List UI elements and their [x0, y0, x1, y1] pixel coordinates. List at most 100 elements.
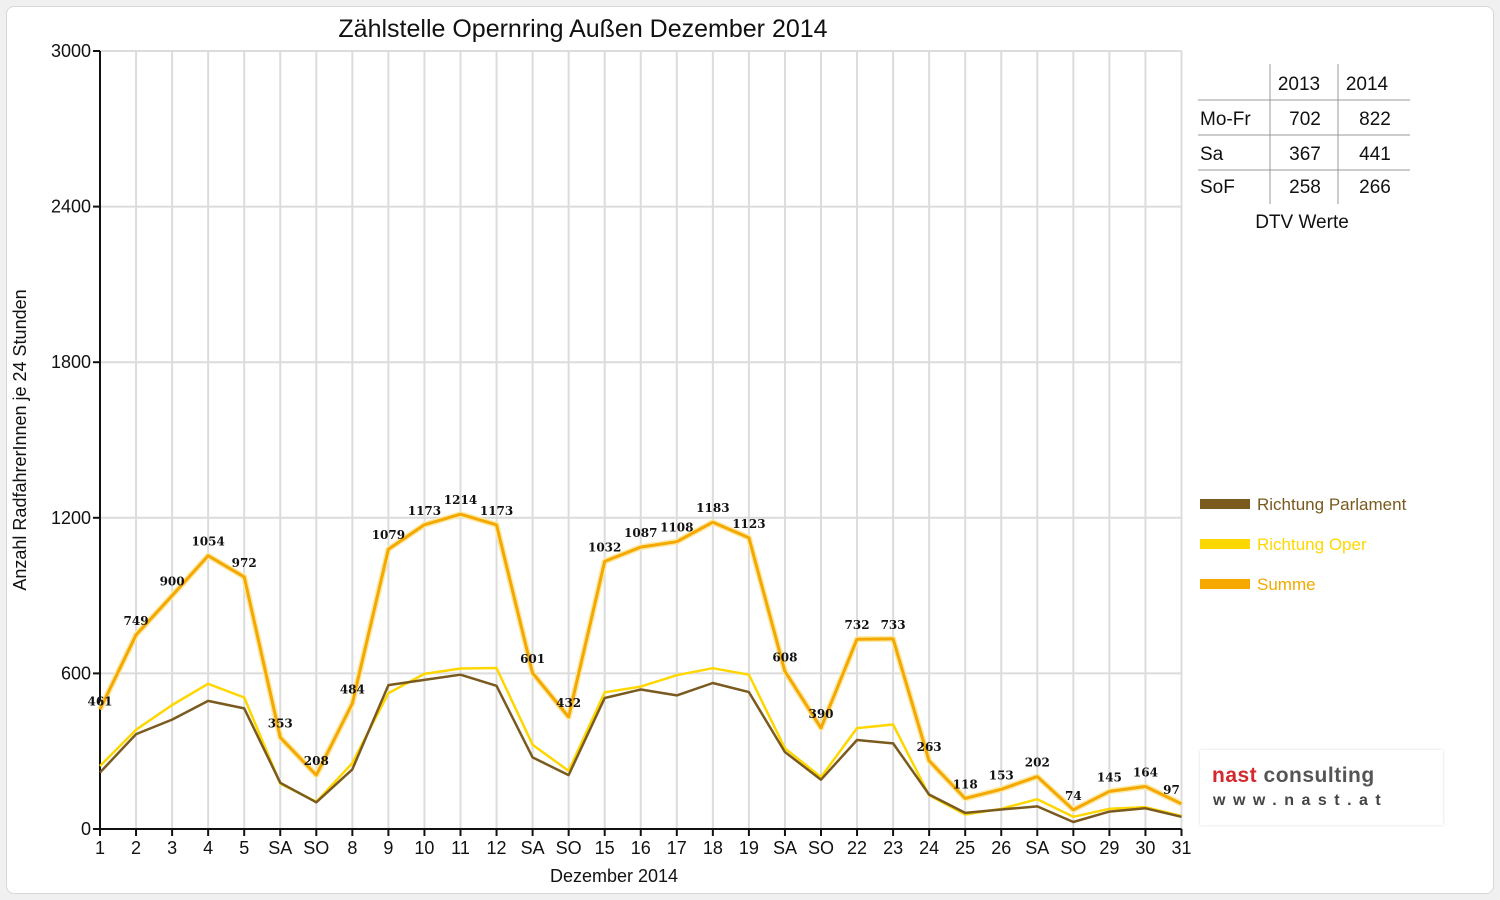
x-tick-label: SO — [808, 838, 834, 858]
x-tick-label: 1 — [95, 838, 105, 858]
x-tick-label: SO — [556, 838, 582, 858]
logo-name-part2: consulting — [1263, 764, 1375, 787]
chart-title: Zählstelle Opernring Außen Dezember 2014 — [338, 15, 827, 43]
data-label: 164 — [1133, 765, 1158, 779]
dtv-row-label: SoF — [1200, 177, 1235, 198]
dtv-table: 2013 2014 Mo-Fr 702 822 Sa 367 441 SoF 2… — [1198, 64, 1410, 233]
x-tick-label: 22 — [847, 838, 867, 858]
data-label: 202 — [1025, 756, 1050, 770]
data-label: 145 — [1097, 770, 1122, 784]
x-tick-label: 17 — [667, 838, 687, 858]
data-label: 1214 — [444, 493, 477, 507]
x-tick-label: 3 — [167, 838, 177, 858]
data-label: 733 — [881, 618, 906, 632]
x-axis-label: Dezember 2014 — [550, 866, 678, 886]
series-line-richtung-parlament — [99, 673, 1182, 824]
legend-label: Richtung Parlament — [1257, 495, 1407, 514]
data-label: 74 — [1065, 789, 1082, 803]
x-tick-label: 2 — [131, 838, 141, 858]
data-label: 749 — [124, 614, 149, 628]
data-label: 1173 — [408, 504, 441, 518]
x-tick-label: SA — [1025, 838, 1049, 858]
y-tick-label: 0 — [81, 819, 91, 839]
legend-swatch — [1200, 579, 1250, 589]
dtv-cell: 822 — [1359, 109, 1391, 130]
x-tick-label: 31 — [1171, 838, 1191, 858]
x-tick-label: 26 — [991, 838, 1011, 858]
legend-label: Richtung Oper — [1257, 535, 1367, 554]
data-label: 601 — [520, 652, 545, 666]
x-tick-label: 8 — [347, 838, 357, 858]
legend-label: Summe — [1257, 575, 1316, 594]
y-tick-label: 600 — [61, 663, 91, 683]
data-label: 153 — [989, 768, 1014, 782]
x-tick-label: SA — [773, 838, 797, 858]
data-label: 353 — [268, 716, 293, 730]
x-tick-label: 29 — [1099, 838, 1119, 858]
x-tick-label: SO — [1060, 838, 1086, 858]
grid-lines — [100, 50, 1183, 829]
chart-frame — [6, 6, 1494, 894]
data-label: 1079 — [372, 528, 405, 542]
nast-consulting-logo: nast consulting www.nast.at — [1200, 750, 1443, 825]
x-tick-label: 25 — [955, 838, 975, 858]
dtv-row-label: Mo-Fr — [1200, 109, 1251, 130]
data-label: 118 — [953, 777, 978, 791]
x-tick-label: 9 — [383, 838, 393, 858]
dtv-cell: 702 — [1289, 109, 1321, 130]
legend-swatch — [1200, 499, 1250, 509]
x-tick-label: 4 — [203, 838, 213, 858]
x-tick-label: 18 — [703, 838, 723, 858]
data-label: 1087 — [624, 526, 657, 540]
axes — [93, 50, 1183, 836]
data-label: 732 — [845, 618, 870, 632]
x-tick-label: 11 — [451, 838, 470, 858]
logo-url: www.nast.at — [1213, 792, 1389, 809]
data-label: 461 — [87, 694, 112, 708]
x-tick-label: 30 — [1135, 838, 1155, 858]
y-tick-label: 1800 — [51, 352, 91, 372]
data-label: 900 — [160, 575, 185, 589]
x-tick-label: 16 — [631, 838, 651, 858]
x-tick-label: 12 — [487, 838, 507, 858]
legend: Richtung Parlament Richtung Oper Summe — [1200, 495, 1407, 594]
data-label: 1108 — [660, 521, 693, 535]
data-label: 263 — [917, 740, 942, 754]
dtv-row-label: Sa — [1200, 144, 1224, 165]
data-label: 1032 — [588, 540, 621, 554]
dtv-header-2014: 2014 — [1346, 74, 1389, 95]
x-tick-label: 24 — [919, 838, 939, 858]
x-tick-label: SA — [268, 838, 292, 858]
x-tick-label: 10 — [414, 838, 434, 858]
logo-name-part1: nast — [1212, 764, 1258, 787]
data-label: 484 — [340, 682, 365, 696]
x-tick-label: 15 — [595, 838, 615, 858]
x-tick-labels: 1 2 3 4 5 SA SO 8 9 10 11 12 SA SO 15 16 17 18 19 SA SO 22 23 2… — [95, 838, 1192, 858]
data-label: 1183 — [696, 501, 729, 515]
dtv-cell: 266 — [1359, 177, 1391, 198]
dtv-cell: 367 — [1289, 144, 1321, 165]
data-label: 97 — [1163, 783, 1180, 797]
data-label: 1173 — [480, 504, 513, 518]
y-tick-label: 2400 — [51, 197, 91, 217]
x-tick-label: 5 — [239, 838, 249, 858]
data-label: 1054 — [191, 535, 224, 549]
legend-swatch — [1200, 539, 1250, 549]
dtv-cell: 258 — [1289, 177, 1321, 198]
series-lines — [97, 511, 1183, 824]
x-tick-label: SA — [521, 838, 545, 858]
y-axis-label: Anzahl RadfahrerInnen je 24 Stunden — [10, 289, 30, 590]
x-tick-label: 19 — [739, 838, 759, 858]
y-tick-labels: 0 600 1200 1800 2400 3000 — [51, 41, 91, 839]
dtv-header-2013: 2013 — [1278, 74, 1320, 95]
logo-name: nast consulting — [1212, 764, 1375, 788]
data-label: 432 — [556, 696, 581, 710]
y-tick-label: 3000 — [51, 41, 91, 61]
y-tick-label: 1200 — [51, 508, 91, 528]
data-label: 972 — [232, 556, 257, 570]
data-label: 1123 — [732, 517, 765, 531]
data-label: 390 — [808, 707, 833, 721]
data-label: 608 — [772, 650, 797, 664]
dtv-cell: 441 — [1359, 144, 1391, 165]
